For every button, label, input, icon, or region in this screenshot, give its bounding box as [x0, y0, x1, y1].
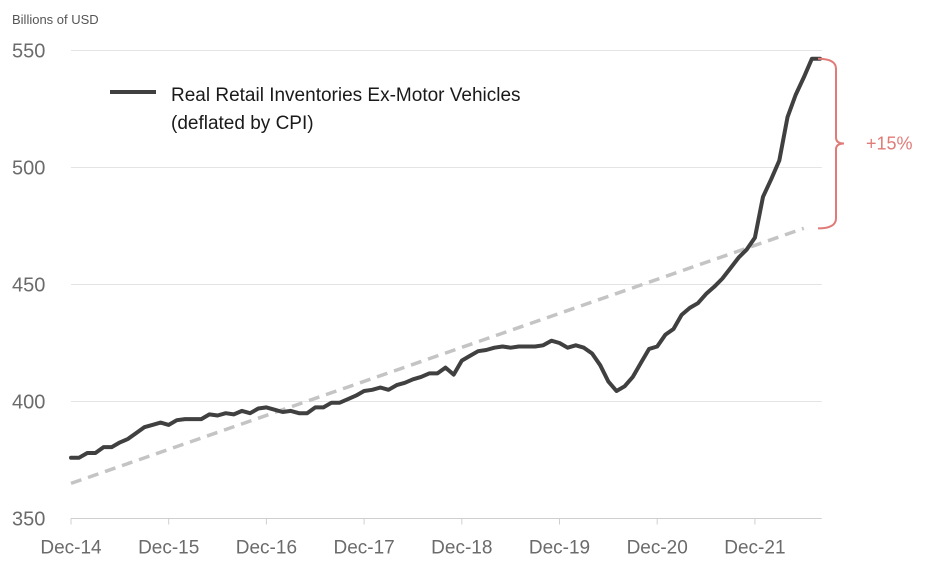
legend: Real Retail Inventories Ex-Motor Vehicle… [110, 85, 521, 134]
trend-line [70, 226, 805, 486]
x-tick-label: Dec-20 [627, 538, 688, 559]
x-axis: Dec-14 Dec-15 Dec-16 Dec-17 Dec-18 Dec-19 Dec-… [40, 518, 786, 559]
y-axis-unit-label: Billions of USD [12, 12, 99, 27]
x-tick-label: Dec-17 [333, 538, 394, 559]
x-tick-label: Dec-16 [236, 538, 297, 559]
y-axis: 350 400 450 500 550 [12, 41, 45, 531]
growth-annotation-label: +15% [866, 134, 913, 154]
y-tick-label: 350 [12, 509, 45, 531]
x-tick-label: Dec-21 [724, 538, 785, 559]
y-tick-label: 550 [12, 41, 45, 63]
x-tick-label: Dec-18 [431, 538, 492, 559]
legend-label-line2: (deflated by CPI) [171, 113, 314, 134]
y-tick-label: 450 [12, 275, 45, 297]
y-tick-label: 500 [12, 158, 45, 180]
legend-label-line1: Real Retail Inventories Ex-Motor Vehicle… [171, 85, 521, 106]
annotation-bracket [817, 57, 845, 230]
series-layer [69, 56, 822, 486]
y-tick-label: 400 [12, 392, 45, 414]
x-tick-label: Dec-14 [40, 538, 102, 559]
x-tick-label: Dec-15 [138, 538, 199, 559]
growth-annotation [817, 57, 845, 230]
gridlines [71, 50, 822, 519]
x-tick-label: Dec-19 [529, 538, 590, 559]
inventory-series-line [69, 56, 822, 460]
